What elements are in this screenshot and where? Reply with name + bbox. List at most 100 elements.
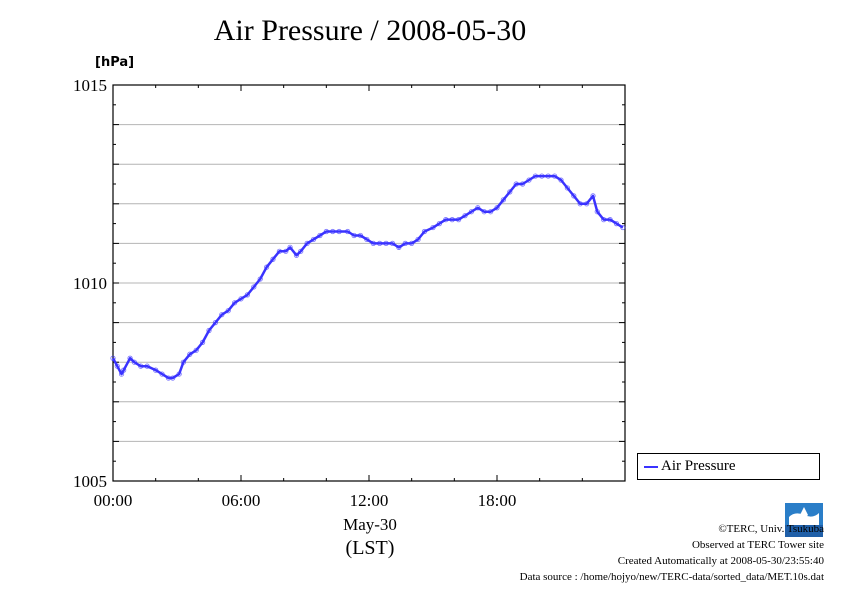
data-point <box>345 228 351 235</box>
x-tick-label: 18:00 <box>478 491 517 510</box>
data-point <box>118 371 125 377</box>
data-point <box>551 173 558 179</box>
data-point <box>323 228 329 235</box>
data-point <box>114 363 120 369</box>
data-point <box>577 201 583 207</box>
data-point <box>436 221 442 227</box>
data-point <box>138 363 144 369</box>
data-point <box>219 312 225 318</box>
data-point <box>594 209 600 215</box>
data-point <box>370 240 376 246</box>
data-point <box>251 284 257 290</box>
data-point <box>153 367 159 373</box>
data-point <box>187 351 193 357</box>
data-point <box>283 248 289 254</box>
data-point <box>212 319 218 326</box>
data-point <box>468 209 474 215</box>
data-point <box>402 240 408 246</box>
data-point <box>110 355 116 361</box>
legend-swatch <box>644 466 658 468</box>
data-point <box>421 228 428 235</box>
data-point <box>263 264 270 270</box>
data-point <box>396 244 402 250</box>
data-point <box>475 205 481 211</box>
data-point <box>389 240 396 246</box>
plot-frame <box>112 84 626 482</box>
data-point <box>532 173 539 179</box>
data-point <box>462 213 468 219</box>
data-point <box>558 177 564 183</box>
data-point <box>351 232 357 239</box>
data-point <box>545 173 551 179</box>
data-point <box>590 193 596 199</box>
data-point <box>620 224 626 231</box>
data-point <box>383 240 389 246</box>
data-point <box>170 375 176 381</box>
data-point <box>487 209 494 215</box>
data-point <box>607 217 613 223</box>
x-tick-label: 00:00 <box>94 491 133 510</box>
data-point <box>176 371 182 377</box>
series-line <box>111 174 624 380</box>
data-point <box>613 221 620 227</box>
data-point <box>409 240 415 246</box>
chart-title: Air Pressure / 2008-05-30 <box>213 14 527 47</box>
x-axis-timezone-label: (LST) <box>345 537 395 559</box>
y-tick-label: 1015 <box>73 76 107 95</box>
data-point <box>206 327 212 334</box>
data-point <box>377 240 383 246</box>
data-point <box>455 217 462 223</box>
x-axis-date-label: May-30 <box>343 515 397 534</box>
data-point <box>238 296 244 302</box>
terc-logo-icon <box>785 503 823 537</box>
data-point <box>513 181 519 187</box>
data-point <box>507 189 513 195</box>
data-point <box>430 224 436 231</box>
data-point <box>244 292 250 298</box>
data-point <box>225 308 231 314</box>
data-point <box>257 276 263 282</box>
data-point <box>364 236 370 243</box>
credit-copyright: ©TERC, Univ. Tsukuba <box>718 523 824 535</box>
data-point <box>481 209 487 215</box>
data-point <box>357 232 364 239</box>
data-point <box>519 181 526 187</box>
y-unit-label: [hPa] <box>95 55 135 70</box>
data-point <box>449 217 455 223</box>
data-point <box>121 367 127 373</box>
y-tick-label: 1005 <box>73 472 107 491</box>
data-point <box>193 347 199 353</box>
data-point <box>601 217 607 223</box>
data-point <box>200 339 206 345</box>
data-point <box>270 256 276 262</box>
data-point <box>494 205 500 211</box>
data-point <box>500 197 506 203</box>
data-point <box>144 363 150 369</box>
data-point <box>232 300 238 306</box>
data-point <box>293 252 300 258</box>
credit-observed: Observed at TERC Tower site <box>691 539 824 551</box>
data-point <box>317 232 323 239</box>
data-point <box>526 177 532 183</box>
legend-label: Air Pressure <box>661 458 736 474</box>
data-point <box>287 244 293 250</box>
data-point <box>336 228 342 235</box>
credit-source: Data source : /home/hojyo/new/TERC-data/… <box>519 571 824 583</box>
data-point <box>539 173 545 179</box>
credit-created: Created Automatically at 2008-05-30/23:5… <box>617 555 824 567</box>
data-point <box>310 236 317 243</box>
data-point <box>159 371 165 377</box>
data-point <box>571 193 577 199</box>
data-point <box>304 240 310 246</box>
data-point <box>415 236 421 243</box>
data-point <box>180 359 186 365</box>
data-point <box>330 228 336 235</box>
data-point <box>127 355 133 361</box>
data-point <box>564 185 571 191</box>
data-point <box>276 248 282 254</box>
credits: ©TERC, Univ. Tsukuba Observed at TERC To… <box>520 521 824 585</box>
data-point <box>298 248 304 254</box>
x-tick-label: 06:00 <box>222 491 261 510</box>
y-tick-label: 1010 <box>73 274 107 293</box>
